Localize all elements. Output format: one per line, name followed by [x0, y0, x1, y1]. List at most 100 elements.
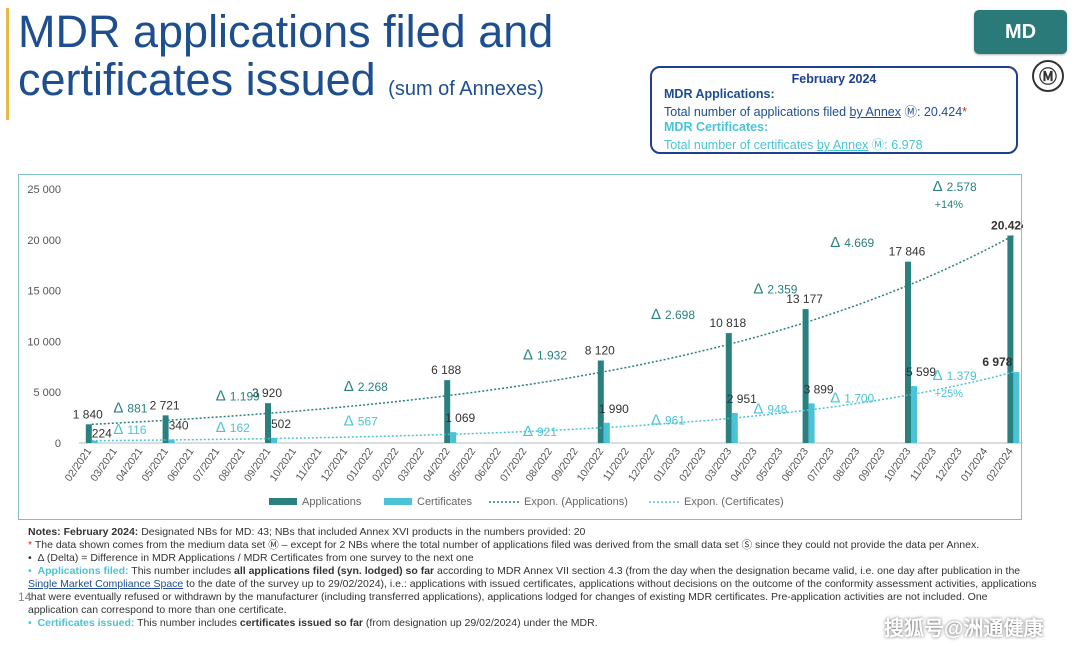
notes-line-1: Notes: February 2024: Designated NBs for… — [28, 526, 1038, 539]
data-label-applications: 13 177 — [786, 292, 823, 306]
medium-dataset-icon: Ⓜ — [1032, 60, 1064, 92]
y-tick-label: 20 000 — [27, 235, 61, 247]
data-label-certificates: 5 599 — [906, 365, 936, 379]
notes-line1-bold: Notes: February 2024: — [28, 526, 139, 538]
data-label-certificates: 1 069 — [445, 411, 475, 425]
summary-apps-line: Total number of applications filed by An… — [664, 101, 1004, 120]
summary-apps-symbol: Ⓜ — [904, 105, 917, 119]
bar-applications — [85, 424, 92, 443]
notes-line3-text: Δ (Delta) = Difference in MDR Applicatio… — [37, 552, 474, 564]
data-label-applications: 20.424 — [991, 218, 1023, 232]
bar-certificates — [450, 432, 457, 443]
delta-label-certificates: 116 — [127, 423, 146, 437]
legend-label: Applications — [302, 496, 362, 508]
summary-certs-line: Total number of certificates by Annex Ⓜ:… — [664, 134, 1004, 153]
delta-symbol-applications: Δ — [753, 281, 763, 298]
notes-line1-text: Designated NBs for MD: 43; NBs that incl… — [138, 526, 586, 538]
delta-symbol-certificates: Δ — [651, 412, 661, 429]
notes-certs-label: Certificates issued: — [37, 617, 135, 629]
page-title: MDR applications filed and certificates … — [18, 8, 553, 103]
single-market-link[interactable]: Single Market Compliance Space — [28, 578, 184, 590]
bar-applications — [265, 403, 271, 443]
delta-symbol-certificates: Δ — [753, 401, 763, 418]
delta-label-applications: 2.359 — [767, 283, 797, 297]
data-label-applications: 17 846 — [889, 245, 926, 259]
delta-symbol-applications: Δ — [933, 178, 943, 195]
summary-apps-star: * — [962, 105, 968, 119]
delta-symbol-applications: Δ — [113, 400, 123, 417]
delta-label-certificates: 961 — [665, 414, 685, 428]
title-line1: MDR applications filed and — [18, 6, 554, 57]
notes-line4-a: This number includes — [128, 565, 234, 577]
watermark: 搜狐号@洲通健康 — [884, 618, 1044, 640]
bar-applications — [725, 333, 732, 443]
bar-applications — [1007, 235, 1014, 443]
y-tick-label: 0 — [55, 438, 61, 450]
delta-label-certificates: 1.379 — [947, 369, 977, 383]
bar-certificates — [271, 437, 277, 443]
delta-label-applications: 1.199 — [230, 389, 260, 403]
summary-apps-heading: MDR Applications: — [664, 87, 775, 101]
delta-label-applications: 1.932 — [537, 349, 567, 363]
bar-certificates — [731, 413, 738, 443]
legend-label: Expon. (Certificates) — [684, 496, 784, 508]
summary-apps-link[interactable]: by Annex — [849, 105, 901, 119]
title-line2: certificates issued — [18, 53, 376, 105]
data-label-applications: 3 920 — [252, 386, 282, 400]
notes-line-4: • Applications filed: This number includ… — [28, 565, 1037, 616]
notes-line5-a: This number includes — [134, 617, 240, 629]
delta-label-applications: 881 — [127, 402, 147, 416]
data-label-certificates: 502 — [271, 417, 291, 431]
delta-label-applications: 2.578 — [947, 180, 977, 194]
delta-symbol-certificates: Δ — [344, 413, 354, 430]
bar-certificates — [168, 439, 175, 443]
legend-label: Expon. (Applications) — [524, 496, 628, 508]
delta-symbol-applications: Δ — [344, 378, 354, 395]
data-label-certificates: 224 — [92, 427, 112, 441]
delta-symbol-certificates: Δ — [216, 419, 226, 436]
data-label-certificates: 3 899 — [804, 382, 834, 396]
delta-label-certificates: 162 — [230, 421, 250, 435]
legend-swatch — [384, 498, 412, 505]
y-tick-label: 15 000 — [27, 286, 61, 298]
notes: Notes: February 2024: Designated NBs for… — [28, 526, 1038, 630]
bar-applications — [905, 261, 911, 443]
summary-certs-link[interactable]: by Annex — [816, 138, 869, 152]
bar-certificates — [808, 403, 815, 443]
bar-certificates — [603, 422, 610, 443]
data-label-applications: 6 188 — [431, 363, 461, 377]
delta-label-certificates: 1.700 — [844, 391, 874, 405]
data-label-certificates: 1 990 — [599, 402, 629, 416]
page-number: 14 — [18, 590, 32, 604]
bar-certificates — [1013, 372, 1020, 443]
delta-symbol-applications: Δ — [651, 306, 661, 323]
delta-symbol-certificates: Δ — [523, 423, 533, 440]
data-label-certificates: 2 951 — [727, 392, 757, 406]
delta-symbol-applications: Δ — [523, 347, 533, 364]
delta-pct-applications: +14% — [935, 199, 964, 211]
delta-pct-certificates: +25% — [935, 388, 964, 400]
notes-line4-b: all applications filed (syn. lodged) so … — [234, 565, 435, 577]
notes-line5-b: certificates issued so far — [239, 617, 363, 629]
legend-label: Certificates — [417, 496, 473, 508]
data-label-certificates: 6 978 — [982, 355, 1012, 369]
delta-label-applications: 2.698 — [665, 308, 695, 322]
data-label-applications: 8 120 — [585, 344, 615, 358]
y-tick-label: 10 000 — [27, 336, 61, 348]
summary-box: February 2024 MDR Applications: Total nu… — [650, 66, 1018, 154]
bar-applications — [597, 360, 604, 443]
trendline-applications — [91, 234, 1014, 426]
accent-bar — [6, 8, 9, 120]
bar-certificates — [911, 386, 917, 443]
trendline-certificates — [91, 371, 1014, 442]
bar-applications — [162, 415, 169, 443]
y-tick-label: 25 000 — [27, 184, 61, 196]
data-label-applications: 10 818 — [709, 316, 746, 330]
title-subtitle: (sum of Annexes) — [388, 77, 544, 100]
delta-label-certificates: 567 — [358, 415, 378, 429]
summary-certs-prefix: Total number of certificates — [664, 138, 814, 152]
legend-swatch — [269, 498, 297, 505]
md-badge: MD — [974, 10, 1067, 54]
delta-symbol-applications: Δ — [830, 234, 840, 251]
delta-symbol-certificates: Δ — [933, 367, 943, 384]
